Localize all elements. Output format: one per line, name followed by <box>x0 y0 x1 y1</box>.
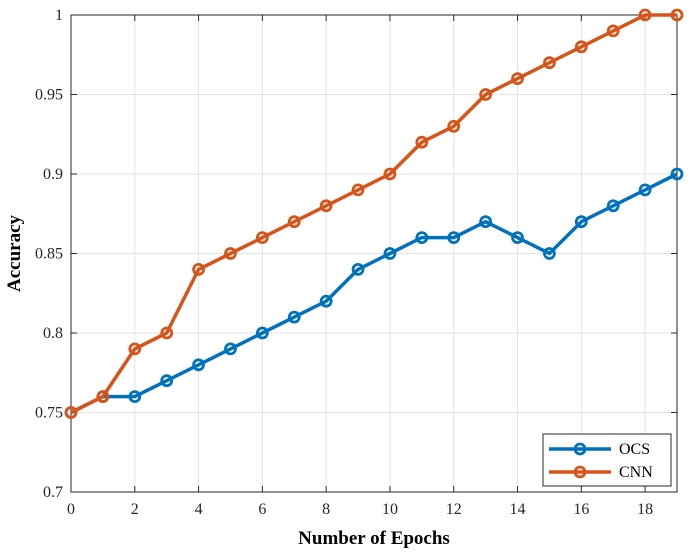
data-point-cnn <box>383 167 397 181</box>
data-point-ocs <box>255 326 269 340</box>
x-tick-label: 12 <box>446 501 462 518</box>
y-tick-label: 0.85 <box>35 246 63 263</box>
y-tick-label: 0.75 <box>35 405 63 422</box>
data-point-ocs <box>479 215 493 229</box>
legend-marker <box>573 442 587 456</box>
data-point-ocs <box>606 199 620 213</box>
data-point-cnn <box>192 262 205 276</box>
data-point-cnn <box>319 199 333 213</box>
data-point-ocs <box>638 183 652 197</box>
data-point-ocs <box>287 310 301 324</box>
legend: OCS CNN <box>542 433 672 487</box>
y-tick-label: 0.9 <box>43 166 63 183</box>
data-point-cnn <box>543 56 556 70</box>
data-point-ocs <box>192 358 205 372</box>
legend-marker <box>573 465 587 479</box>
data-point-cnn <box>670 8 684 22</box>
data-point-cnn <box>351 183 365 197</box>
data-point-cnn <box>64 406 78 419</box>
data-point-ocs <box>511 231 524 245</box>
data-point-ocs <box>319 294 333 308</box>
data-point-cnn <box>638 8 652 22</box>
x-axis-title: Number of Epochs <box>298 528 450 549</box>
y-tick-label: 0.95 <box>35 87 63 104</box>
data-point-cnn <box>447 119 461 133</box>
y-tick-label: 0.7 <box>43 484 63 501</box>
series-cnn <box>64 8 684 419</box>
x-tick-label: 6 <box>258 501 266 518</box>
y-tick-label: 1 <box>55 7 63 24</box>
y-tick-label: 0.8 <box>43 325 63 342</box>
data-point-cnn <box>224 247 237 260</box>
x-tick-label: 14 <box>510 501 526 518</box>
data-point-cnn <box>128 342 142 356</box>
data-point-cnn <box>255 231 269 245</box>
x-tick-label: 2 <box>131 501 139 518</box>
data-point-cnn <box>574 40 588 54</box>
legend-item-ocs: OCS <box>549 441 650 458</box>
x-tick-label: 10 <box>382 501 398 518</box>
x-tick-label: 16 <box>573 501 589 518</box>
data-point-cnn <box>479 88 493 101</box>
data-point-ocs <box>383 247 397 260</box>
data-point-cnn <box>415 135 429 149</box>
data-point-cnn <box>96 390 110 404</box>
data-point-ocs <box>670 167 684 181</box>
data-point-ocs <box>128 390 142 404</box>
data-point-ocs <box>447 231 461 245</box>
data-point-cnn <box>606 24 620 38</box>
data-series <box>64 8 684 419</box>
data-point-ocs <box>160 374 174 388</box>
data-point-cnn <box>160 326 174 340</box>
data-point-ocs <box>543 247 556 260</box>
x-tick-label: 4 <box>195 501 203 518</box>
y-axis-title: Accuracy <box>4 214 25 292</box>
data-point-ocs <box>224 342 237 356</box>
legend-item-cnn: CNN <box>549 464 653 481</box>
data-point-ocs <box>574 215 588 229</box>
legend-label: CNN <box>619 464 653 481</box>
axis-ticks: 0 2 4 6 8 10 12 14 16 18 0.7 0.75 0.8 0.85 0.9 0.95 1 <box>35 7 677 518</box>
data-point-ocs <box>415 231 429 245</box>
data-point-ocs <box>351 262 365 276</box>
data-point-cnn <box>287 215 301 229</box>
legend-label: OCS <box>619 441 650 458</box>
x-tick-label: 18 <box>637 501 653 518</box>
x-tick-label: 0 <box>67 501 75 518</box>
x-tick-label: 8 <box>322 501 330 518</box>
legend-box <box>542 433 672 487</box>
data-point-cnn <box>511 72 524 85</box>
